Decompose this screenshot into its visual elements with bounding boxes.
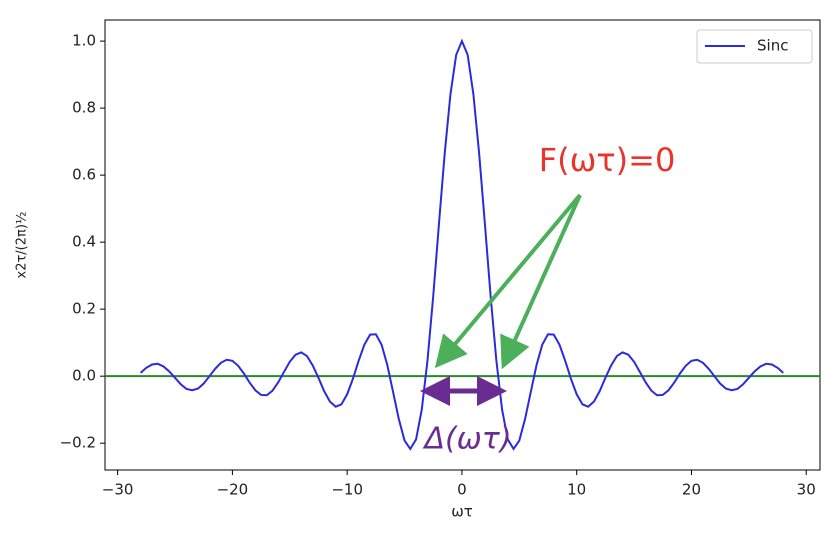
y-tick-label: 0.4 xyxy=(72,233,96,251)
legend-label: Sinc xyxy=(757,37,788,55)
arrow xyxy=(500,194,582,370)
y-tick-label: −0.2 xyxy=(60,434,96,452)
x-tick-label: −20 xyxy=(217,481,249,499)
x-tick-label: 10 xyxy=(567,481,586,499)
y-tick-label: 0.0 xyxy=(72,367,96,385)
sinc-line xyxy=(139,38,784,451)
x-axis-label: ωτ xyxy=(451,503,473,521)
legend xyxy=(696,29,813,64)
y-tick-label: 0.2 xyxy=(72,300,96,318)
y-tick-label: 0.6 xyxy=(72,166,96,184)
x-tick-label: −10 xyxy=(331,481,363,499)
x-tick-label: 30 xyxy=(797,481,816,499)
y-tick-label: 1.0 xyxy=(72,32,96,50)
annotation: Δ(ωτ) xyxy=(422,422,511,457)
x-tick-label: 0 xyxy=(457,481,467,499)
annotation: F(ωτ)=0 xyxy=(539,141,676,179)
plot-frame xyxy=(104,19,821,471)
y-axis-label: x2τ/(2π)½ xyxy=(15,211,30,278)
x-tick-label: 20 xyxy=(682,481,701,499)
y-tick-label: 0.8 xyxy=(72,99,96,117)
x-tick-label: −30 xyxy=(102,481,134,499)
arrow xyxy=(434,193,582,369)
